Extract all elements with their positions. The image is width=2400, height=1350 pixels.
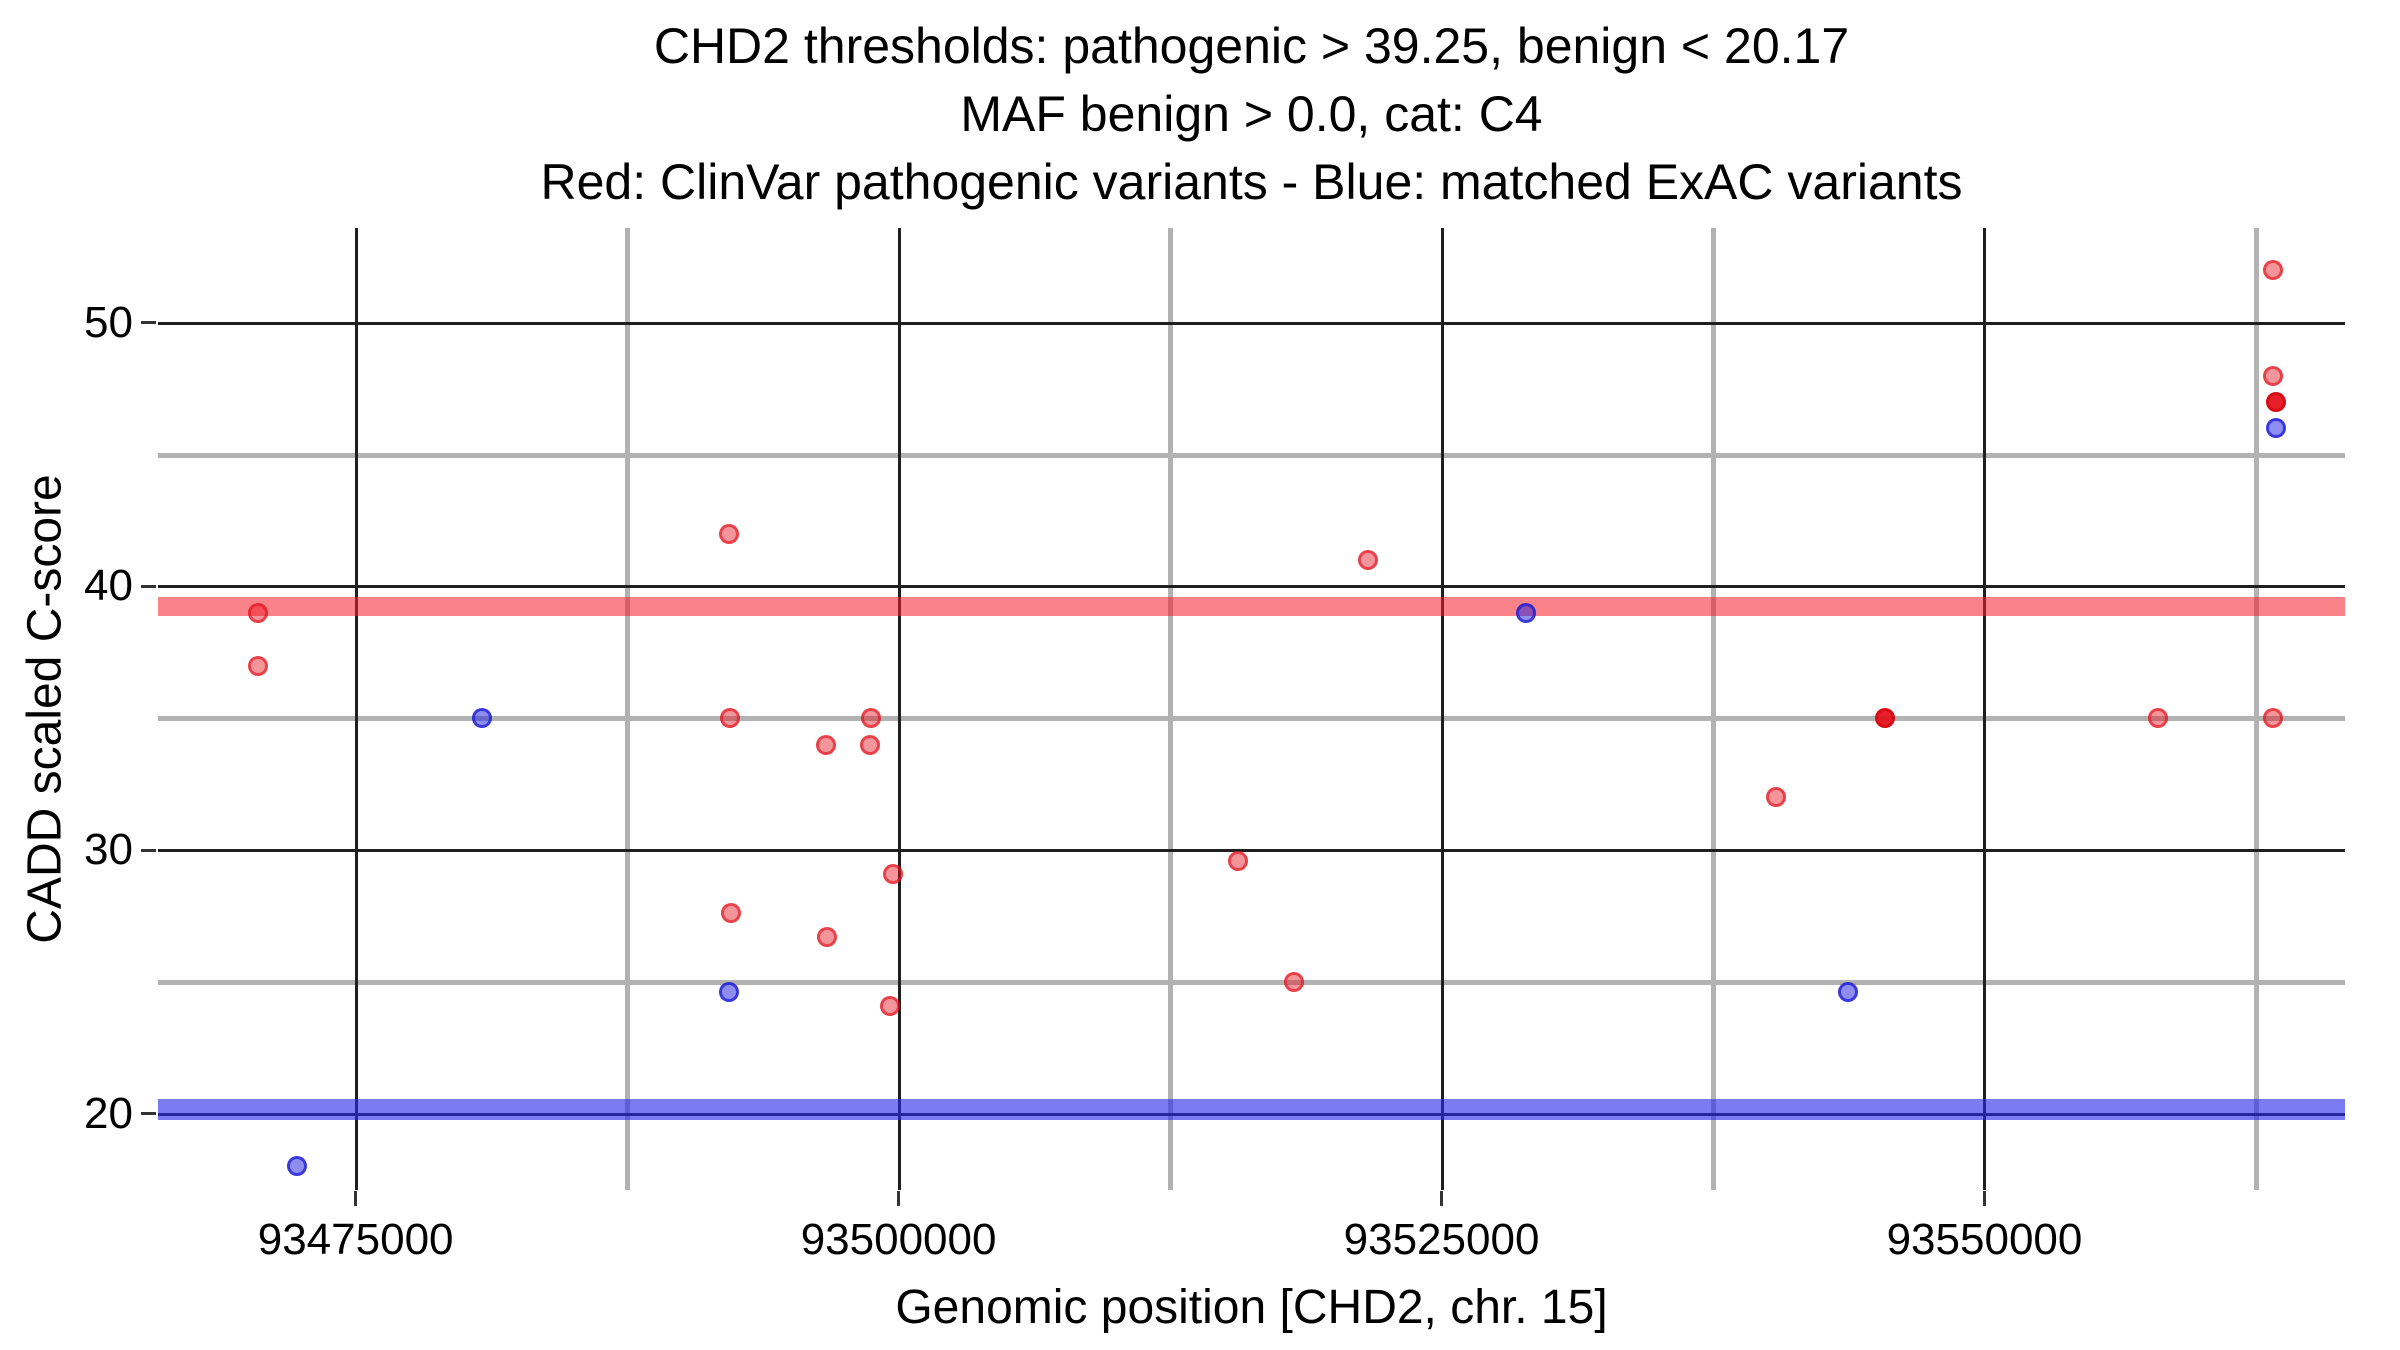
gridline-major-y xyxy=(158,321,2345,325)
x-tick-mark xyxy=(897,1191,901,1206)
data-point-red xyxy=(815,734,836,755)
y-axis-title-wrap: CADD scaled C-score xyxy=(0,228,90,1190)
gridline-minor-y xyxy=(158,716,2345,722)
data-point-red xyxy=(2263,708,2284,729)
data-point-red xyxy=(2263,365,2284,386)
data-point-red xyxy=(860,734,881,755)
data-point-blue xyxy=(286,1156,307,1177)
data-point-red xyxy=(721,903,742,924)
chart-title-line3: Red: ClinVar pathogenic variants - Blue:… xyxy=(540,154,1963,210)
chart-title-line1: CHD2 thresholds: pathogenic > 39.25, ben… xyxy=(653,18,1850,74)
data-point-red xyxy=(1765,787,1786,808)
gridline-major-x xyxy=(897,228,901,1190)
y-tick-label: 50 xyxy=(84,297,133,347)
data-point-red xyxy=(879,995,900,1016)
chart-title-block: CHD2 thresholds: pathogenic > 39.25, ben… xyxy=(158,12,2345,216)
data-point-red xyxy=(816,926,837,947)
data-point-red-dark xyxy=(2265,391,2286,412)
y-tick-mark xyxy=(141,848,156,852)
y-tick-mark xyxy=(141,321,156,325)
y-tick-label: 20 xyxy=(84,1088,133,1138)
x-tick-mark xyxy=(354,1191,358,1206)
gridline-minor-x xyxy=(625,228,631,1190)
y-axis-title: CADD scaled C-score xyxy=(18,474,72,944)
y-tick-mark xyxy=(141,1112,156,1116)
x-tick-mark xyxy=(1440,1191,1444,1206)
threshold-band-pathogenic xyxy=(158,596,2345,616)
gridline-minor-x xyxy=(1168,228,1174,1190)
gridline-major-x xyxy=(354,228,358,1190)
data-point-red xyxy=(1228,850,1249,871)
data-point-blue xyxy=(2265,418,2286,439)
data-point-red xyxy=(719,523,740,544)
data-point-red xyxy=(1357,550,1378,571)
data-point-red xyxy=(247,602,268,623)
y-tick-mark xyxy=(141,584,156,588)
gridline-minor-x xyxy=(1711,228,1716,1190)
x-tick-label: 93525000 xyxy=(1343,1215,1540,1264)
data-point-red xyxy=(720,708,741,729)
data-point-blue xyxy=(1516,602,1537,623)
gridline-major-y xyxy=(158,585,2345,589)
data-point-blue xyxy=(1837,982,1858,1003)
data-point-blue xyxy=(471,708,492,729)
y-tick-label: 30 xyxy=(84,825,133,874)
data-point-red xyxy=(1283,971,1304,992)
gridline-major-x xyxy=(1440,228,1444,1190)
gridline-minor-y xyxy=(158,979,2345,985)
y-tick-label: 40 xyxy=(84,561,133,611)
x-tick-label: 93500000 xyxy=(800,1215,997,1264)
gridline-minor-x xyxy=(2253,228,2259,1190)
data-point-red-dark xyxy=(1874,708,1895,729)
data-point-red xyxy=(247,655,268,676)
plot-area xyxy=(158,228,2345,1190)
gridline-major-y xyxy=(158,849,2345,852)
gridline-minor-y xyxy=(158,452,2345,458)
threshold-band-benign xyxy=(158,1098,2345,1120)
x-tick-label: 93550000 xyxy=(1886,1215,2083,1264)
data-point-red xyxy=(2263,260,2284,281)
chart-title-line2: MAF benign > 0.0, cat: C4 xyxy=(960,86,1543,142)
x-tick-mark xyxy=(1982,1191,1986,1206)
data-point-red xyxy=(883,863,904,884)
data-point-blue xyxy=(719,982,740,1003)
x-tick-label: 93475000 xyxy=(257,1215,454,1264)
data-point-red xyxy=(861,708,882,729)
x-axis-title: Genomic position [CHD2, chr. 15] xyxy=(895,1281,1608,1334)
gridline-major-x xyxy=(1983,228,1987,1190)
data-point-red xyxy=(2148,708,2169,729)
